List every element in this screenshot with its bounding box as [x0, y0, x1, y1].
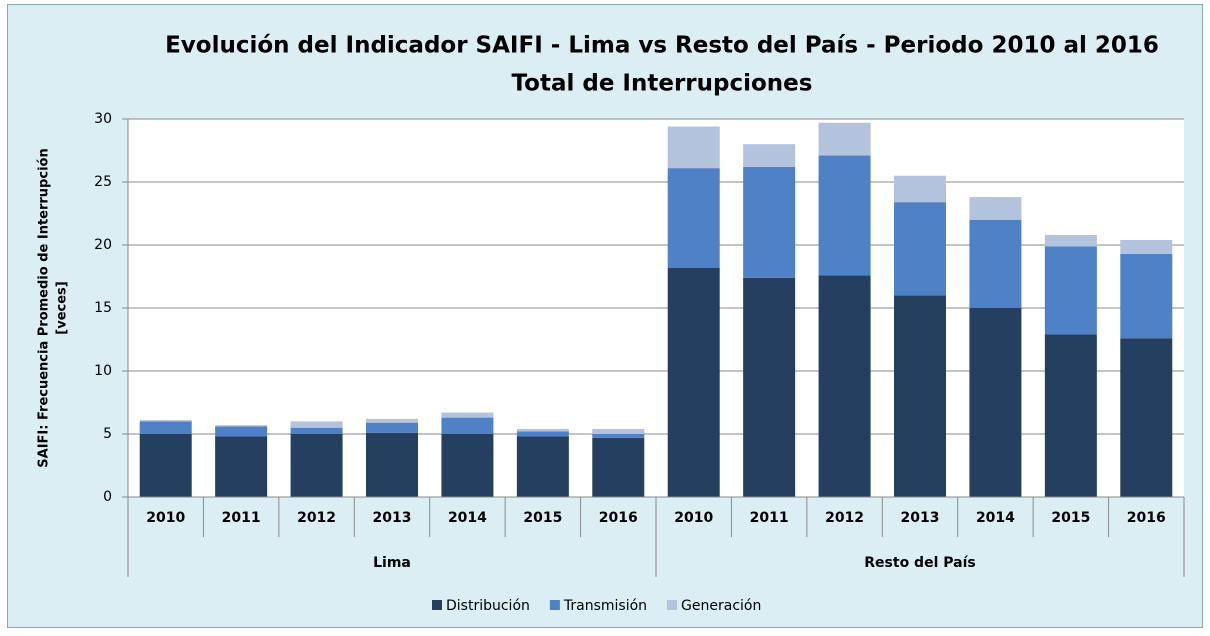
x-tick-label: 2015 — [1051, 510, 1090, 526]
bar-segment — [290, 434, 343, 497]
y-tick-label: 0 — [103, 489, 112, 505]
y-tick-label: 20 — [94, 237, 112, 253]
y-tick-label: 5 — [103, 426, 112, 442]
bar-segment — [1044, 334, 1097, 497]
x-tick-label: 2011 — [222, 510, 261, 526]
bar-segment — [366, 432, 418, 497]
x-tick-label: 2013 — [901, 510, 940, 526]
x-tick-label: 2012 — [297, 510, 336, 526]
bar-segment — [441, 417, 494, 434]
bar-segment — [441, 412, 494, 418]
legend-label: Generación — [681, 598, 761, 614]
bar-segment — [290, 427, 343, 434]
bar-segment — [139, 434, 192, 497]
x-tick-label: 2016 — [599, 510, 638, 526]
legend-label: Distribución — [446, 598, 530, 614]
bar-segment — [441, 434, 494, 497]
y-axis-label: [veces] — [55, 281, 70, 334]
bar-segment — [139, 420, 192, 422]
x-tick-label: 2012 — [825, 510, 864, 526]
y-tick-label: 30 — [94, 111, 112, 127]
bar-segment — [1120, 338, 1173, 497]
bar-segment — [1044, 234, 1097, 247]
bar-segment — [969, 219, 1022, 308]
bar-segment — [818, 275, 871, 497]
bar-segment — [894, 175, 946, 203]
bar-segment — [516, 436, 569, 497]
x-tick-label: 2010 — [674, 510, 713, 526]
bar-segment — [592, 428, 645, 434]
y-tick-label: 10 — [94, 363, 112, 379]
x-tick-label: 2014 — [976, 510, 1015, 526]
bar-segment — [894, 202, 946, 296]
bar-segment — [1120, 239, 1173, 254]
bar-segment — [667, 267, 720, 497]
bar-segment — [516, 431, 569, 437]
group-label: Lima — [373, 555, 411, 571]
bar-segment — [516, 428, 569, 432]
bar-segment — [894, 295, 946, 497]
bar-segment — [290, 421, 343, 428]
chart-title: Evolución del Indicador SAIFI - Lima vs … — [165, 33, 1159, 59]
x-tick-label: 2013 — [373, 510, 412, 526]
x-tick-label: 2011 — [750, 510, 789, 526]
legend-swatch — [667, 600, 678, 610]
y-tick-label: 15 — [94, 300, 112, 316]
bar-segment — [215, 426, 268, 437]
bar-segment — [592, 434, 645, 438]
bar-segment — [818, 155, 871, 276]
bar-segment — [1044, 246, 1097, 335]
bar-segment — [667, 126, 720, 169]
bar-segment — [743, 277, 796, 497]
x-tick-label: 2014 — [448, 510, 487, 526]
y-tick-label: 25 — [94, 174, 112, 190]
bar-segment — [743, 144, 796, 167]
bar-segment — [215, 425, 268, 427]
group-label: Resto del País — [864, 555, 975, 571]
bar-segment — [592, 437, 645, 497]
x-tick-label: 2010 — [146, 510, 185, 526]
x-tick-label: 2016 — [1127, 510, 1166, 526]
bar-segment — [366, 418, 418, 423]
bar-segment — [139, 421, 192, 434]
bar-segment — [818, 122, 871, 156]
x-tick-label: 2015 — [523, 510, 562, 526]
legend-swatch — [432, 600, 442, 610]
y-axis-label: SAIFI: Frecuencia Promedio de Interrupci… — [37, 148, 52, 467]
bar-segment — [667, 168, 720, 268]
bar-segment — [1120, 253, 1173, 339]
legend-label: Transmisión — [563, 598, 647, 614]
bar-segment — [366, 422, 418, 433]
bar-segment — [743, 166, 796, 278]
bar-segment — [215, 436, 268, 497]
bar-segment — [969, 308, 1022, 497]
chart-title: Total de Interrupciones — [512, 71, 813, 97]
bar-segment — [969, 197, 1022, 220]
legend-swatch — [549, 600, 560, 610]
